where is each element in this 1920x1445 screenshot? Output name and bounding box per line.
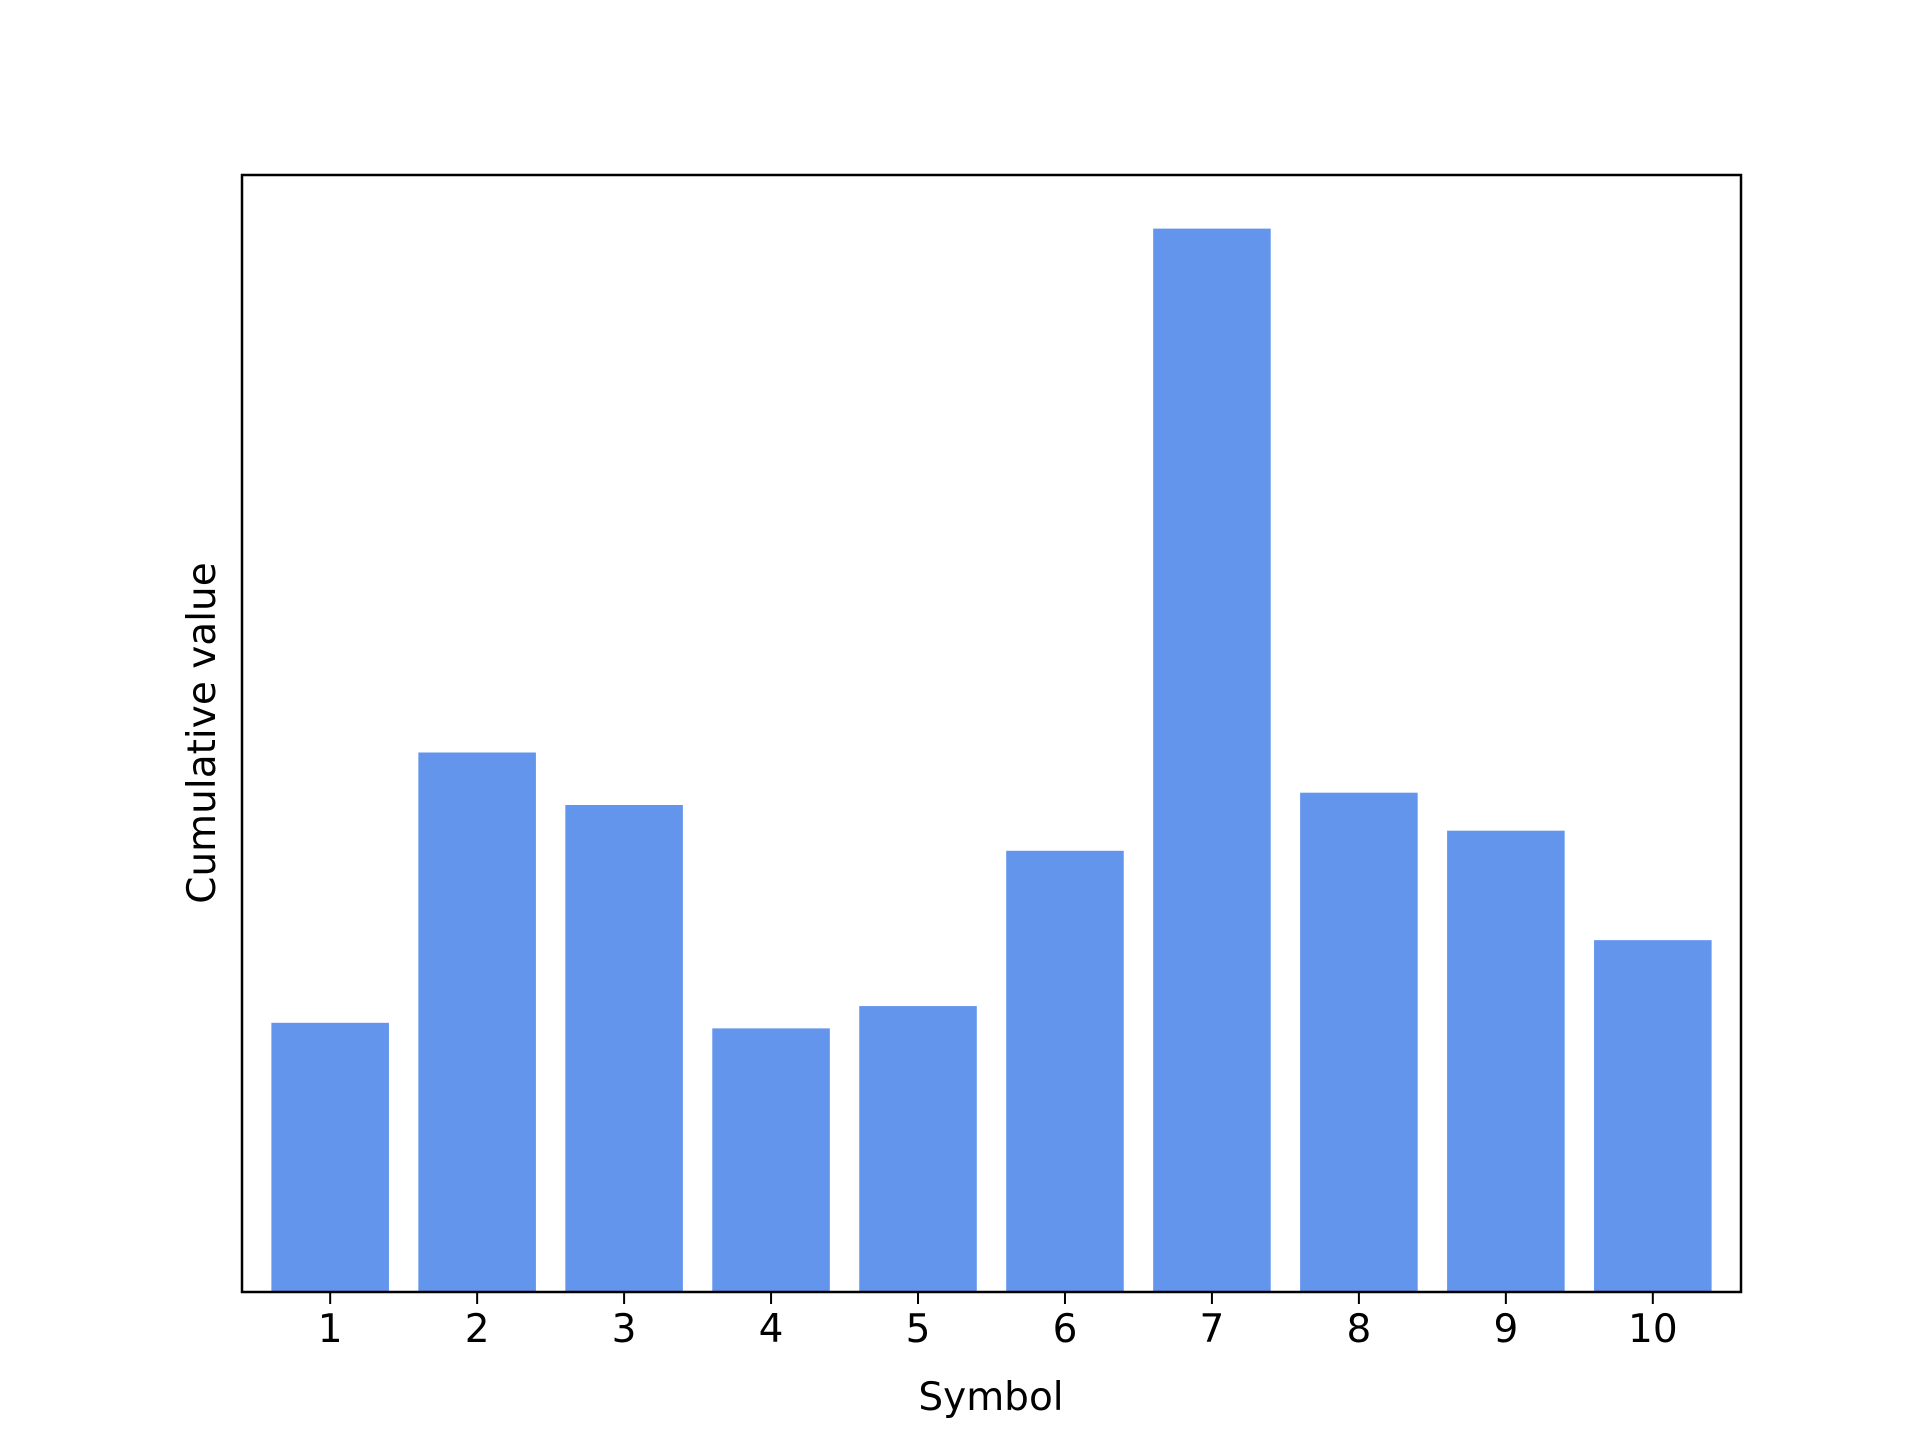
bar-7 — [1153, 228, 1271, 1293]
x-tick-label-10: 10 — [1628, 1307, 1678, 1352]
x-tick-label-3: 3 — [612, 1307, 637, 1352]
bar-3 — [565, 804, 683, 1292]
bar-4 — [712, 1028, 830, 1292]
bar-5 — [859, 1006, 977, 1292]
x-ticks-layer: 1 2 3 4 5 6 7 8 9 10 — [318, 1292, 1678, 1352]
x-axis-label: Symbol — [918, 1375, 1063, 1420]
x-tick-label-2: 2 — [465, 1307, 490, 1352]
bar-6 — [1006, 850, 1124, 1292]
x-tick-label-1: 1 — [318, 1307, 343, 1352]
bar-9 — [1447, 830, 1565, 1292]
x-tick-label-9: 9 — [1493, 1307, 1518, 1352]
x-tick-label-5: 5 — [906, 1307, 931, 1352]
x-tick-label-8: 8 — [1346, 1307, 1371, 1352]
bar-10 — [1594, 940, 1712, 1292]
bar-2 — [418, 752, 536, 1292]
x-tick-label-6: 6 — [1053, 1307, 1078, 1352]
bar-8 — [1300, 792, 1418, 1292]
bar-1 — [271, 1022, 389, 1292]
plot-frame — [240, 173, 1743, 1294]
x-tick-label-7: 7 — [1200, 1307, 1225, 1352]
x-tick-label-4: 4 — [759, 1307, 784, 1352]
bars-layer — [271, 228, 1712, 1293]
y-axis-label: Cumulative value — [180, 562, 225, 904]
